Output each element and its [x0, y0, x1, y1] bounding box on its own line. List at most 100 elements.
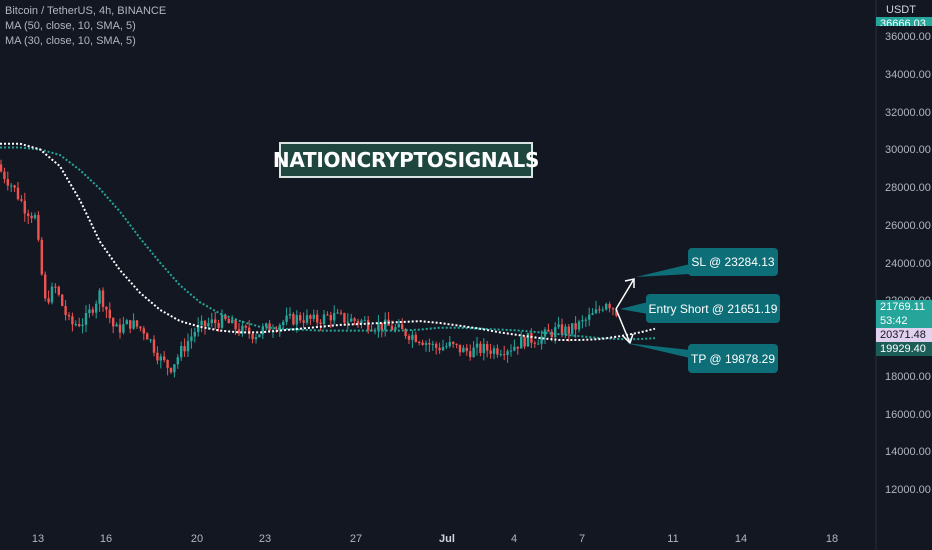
candle — [526, 332, 530, 347]
candle-body — [608, 303, 611, 309]
candle-body — [503, 354, 506, 356]
candle — [455, 343, 458, 349]
price-tick: 30000.00 — [885, 144, 931, 157]
candle — [397, 319, 400, 329]
take-profit-callout[interactable]: TP @ 19878.29 — [688, 344, 778, 373]
candle-body — [588, 314, 591, 320]
candle-body — [584, 319, 587, 321]
candle-body — [139, 326, 142, 329]
candle-body — [469, 351, 472, 358]
candle-body — [424, 343, 428, 345]
candle-body — [404, 328, 407, 337]
candle — [414, 331, 417, 343]
candle — [543, 327, 547, 344]
candle — [64, 300, 67, 321]
time-tick: 11 — [667, 533, 679, 545]
candle-body — [377, 323, 380, 331]
candle-body — [176, 357, 179, 365]
candle — [163, 351, 166, 363]
candle-body — [305, 315, 309, 323]
candle-body — [577, 321, 581, 330]
candle — [445, 342, 448, 349]
candle — [105, 306, 108, 319]
candle — [10, 182, 13, 193]
candle-body — [554, 327, 557, 338]
candle-body — [316, 314, 319, 323]
candle-body — [54, 286, 57, 288]
candle-body — [227, 319, 230, 324]
candle-body — [557, 324, 560, 328]
candle — [574, 316, 577, 338]
candle-body — [118, 324, 122, 333]
candle — [3, 167, 6, 184]
time-tick: 23 — [258, 533, 272, 545]
candle — [115, 322, 118, 327]
candle-body — [458, 344, 462, 353]
candle-body — [84, 313, 88, 325]
candle-body — [169, 367, 173, 373]
candle-body — [506, 351, 509, 355]
candle — [254, 333, 258, 344]
candle-body — [67, 314, 71, 317]
candle — [387, 311, 390, 326]
price-tick: 28000.00 — [885, 182, 931, 194]
ma30-price-badge: 19929.40 — [876, 342, 932, 356]
candle-body — [200, 320, 203, 326]
candle — [577, 319, 581, 333]
candle — [183, 338, 186, 357]
candle — [496, 344, 499, 358]
ma50-legend[interactable]: MA (50, close, 10, SMA, 5) — [5, 20, 136, 32]
candle-body — [105, 306, 108, 310]
tp-arrowhead — [622, 333, 634, 345]
candle — [608, 301, 611, 313]
candle — [424, 340, 428, 352]
candle-body — [156, 352, 159, 361]
candle — [152, 335, 156, 357]
currency-label[interactable]: USDT — [886, 4, 916, 16]
candle-body — [526, 333, 530, 347]
ma30-legend[interactable]: MA (30, close, 10, SMA, 5) — [5, 35, 136, 47]
candle — [258, 334, 261, 338]
candle — [139, 326, 142, 332]
candle — [231, 315, 234, 324]
candle — [513, 339, 516, 352]
candle-body — [560, 324, 564, 335]
candle — [180, 341, 183, 361]
candle-body — [492, 348, 496, 354]
candle — [322, 310, 326, 329]
candle — [523, 335, 526, 350]
candle-body — [3, 171, 6, 180]
candle — [214, 311, 217, 330]
candle-body — [472, 347, 475, 358]
candle-countdown: 53:42 — [880, 315, 908, 327]
candle — [537, 339, 540, 345]
candle-body — [353, 318, 356, 321]
candle-body — [567, 326, 570, 334]
candle-body — [407, 336, 411, 340]
candle — [584, 317, 587, 327]
candle-body — [234, 319, 237, 330]
symbol-legend[interactable]: Bitcoin / TetherUS, 4h, BINANCE — [5, 5, 167, 17]
candle — [288, 307, 292, 320]
candle — [384, 312, 387, 337]
candle — [285, 307, 288, 326]
candle-body — [486, 344, 489, 351]
candle — [353, 317, 356, 326]
candle-body — [465, 347, 468, 352]
candle — [146, 332, 149, 340]
stop-loss-callout[interactable]: SL @ 23284.13 — [688, 248, 778, 276]
candle-body — [601, 309, 604, 311]
candle-body — [251, 333, 254, 340]
candle — [465, 343, 468, 356]
candle — [489, 343, 492, 359]
candle — [108, 302, 111, 324]
candle — [401, 318, 404, 330]
candle — [261, 323, 264, 340]
entry-pointer — [620, 302, 648, 314]
candle-body — [343, 313, 346, 323]
candle-body — [98, 290, 101, 304]
candle — [431, 340, 434, 351]
entry-short-callout[interactable]: Entry Short @ 21651.19 — [646, 294, 780, 323]
candle — [27, 209, 30, 225]
